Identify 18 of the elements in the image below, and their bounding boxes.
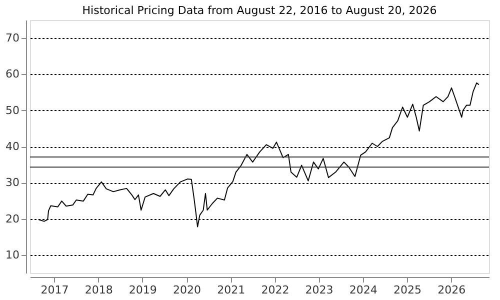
x-tick-label: 2022 (261, 284, 290, 296)
x-tick-label: 2025 (393, 284, 422, 296)
x-tick-label: 2023 (305, 284, 334, 296)
x-tick-label: 2024 (349, 284, 378, 296)
x-tick-label: 2026 (438, 284, 466, 296)
y-tick-label: 10 (6, 248, 20, 262)
y-tick-label: 30 (6, 176, 20, 190)
y-tick-label: 60 (6, 68, 20, 81)
y-tick-label: 50 (6, 104, 20, 117)
x-tick-label: 2021 (217, 284, 246, 296)
x-tick-label: 2019 (128, 284, 157, 296)
y-tick-label: 40 (6, 140, 20, 153)
x-tick-label: 2017 (40, 284, 69, 296)
y-tick-label: 20 (6, 212, 20, 226)
x-tick-label: 2020 (173, 284, 202, 296)
y-tick-label: 70 (6, 32, 20, 45)
chart-title: Historical Pricing Data from August 22, 2016 to August 20, 2026 (82, 4, 437, 17)
x-tick-label: 2018 (84, 284, 113, 296)
